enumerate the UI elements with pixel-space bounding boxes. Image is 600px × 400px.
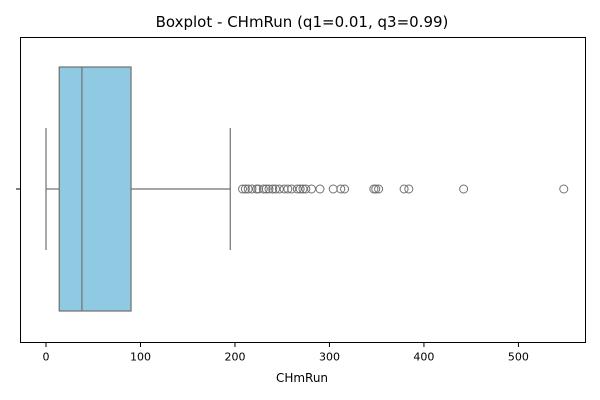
outlier-point	[328, 184, 338, 194]
iqr-box	[58, 66, 132, 312]
outlier-point	[261, 184, 271, 194]
outlier-point	[292, 184, 302, 194]
outlier-point	[283, 184, 293, 194]
outlier-point	[258, 184, 268, 194]
outlier-point	[399, 184, 409, 194]
x-axis-label: CHmRun	[276, 371, 328, 385]
outlier-point	[247, 184, 257, 194]
x-axis: 0 100 200 300 400 500	[43, 342, 529, 364]
outlier-point	[268, 184, 278, 194]
outlier-point	[559, 184, 569, 194]
x-tick-label: 300	[319, 351, 340, 364]
plot-frame	[20, 37, 586, 343]
outlier-point	[307, 184, 317, 194]
outlier-point	[459, 184, 469, 194]
outlier-point	[287, 184, 297, 194]
x-tick-label: 100	[130, 351, 151, 364]
outlier-point	[274, 184, 284, 194]
outlier-point	[238, 184, 248, 194]
outlier-point	[374, 184, 384, 194]
outliers	[238, 184, 569, 194]
outlier-point	[336, 184, 346, 194]
x-tick-label: 500	[508, 351, 529, 364]
whiskers	[45, 128, 231, 250]
x-tick-label: 200	[224, 351, 245, 364]
outlier-point	[371, 184, 381, 194]
outlier-point	[404, 184, 414, 194]
outlier-point	[243, 184, 253, 194]
outlier-point	[340, 184, 350, 194]
outlier-point	[315, 184, 325, 194]
outlier-point	[264, 184, 274, 194]
outlier-point	[301, 184, 311, 194]
x-tick-label: 400	[413, 351, 434, 364]
outlier-point	[240, 184, 250, 194]
outlier-point	[369, 184, 379, 194]
outlier-point	[298, 184, 308, 194]
chart-title: Boxplot - CHmRun (q1=0.01, q3=0.99)	[156, 13, 449, 31]
x-tick-label: 0	[43, 351, 50, 364]
outlier-point	[295, 184, 305, 194]
outlier-point	[271, 184, 281, 194]
